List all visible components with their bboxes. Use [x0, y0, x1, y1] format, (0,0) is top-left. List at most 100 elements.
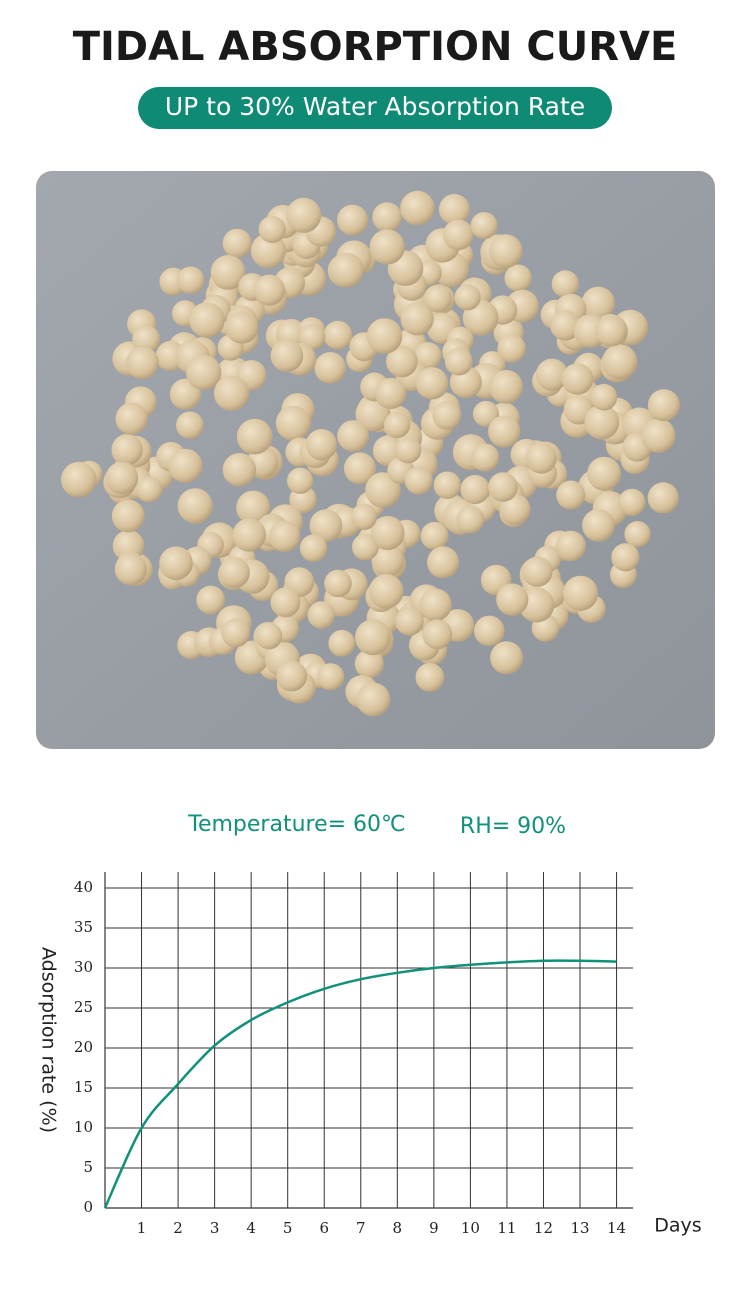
pebble	[111, 434, 143, 466]
y-axis-label: Adsorption rate (%)	[38, 947, 60, 1133]
y-tick-label: 10	[74, 1118, 93, 1136]
pebble	[647, 482, 679, 514]
pebble	[236, 490, 271, 525]
pebble	[584, 404, 620, 440]
badge-bg	[138, 87, 612, 129]
pebble	[299, 534, 328, 562]
pebble	[298, 323, 326, 351]
pebble	[210, 255, 246, 290]
pebble	[375, 377, 407, 409]
pebble	[497, 334, 526, 363]
annotation: Temperature= 60℃	[187, 812, 406, 837]
x-tick-label: 7	[356, 1219, 366, 1237]
pebble	[286, 197, 322, 233]
pebble	[337, 420, 369, 452]
pebble	[114, 553, 147, 586]
pebbles	[61, 190, 680, 717]
pebble	[159, 546, 193, 580]
pebble	[460, 474, 490, 505]
pebble	[186, 354, 222, 391]
y-tick-label: 15	[74, 1078, 93, 1096]
pebble	[189, 302, 225, 338]
pebble	[471, 443, 500, 472]
pebble	[177, 488, 213, 524]
pebble	[415, 663, 445, 692]
pebble	[444, 347, 473, 376]
x-tick-label: 8	[393, 1219, 403, 1237]
pebble	[365, 472, 401, 508]
pebble	[587, 456, 622, 491]
pebble	[253, 274, 285, 306]
pebble	[337, 204, 368, 236]
x-tick-label: 12	[534, 1219, 553, 1237]
pebble	[305, 429, 338, 461]
pebble	[488, 472, 518, 502]
pebble	[415, 367, 449, 400]
pebble	[258, 215, 286, 243]
y-tick-label: 30	[74, 958, 93, 976]
pebble	[270, 339, 304, 372]
pebble	[561, 363, 594, 395]
x-tick-label: 13	[570, 1219, 589, 1237]
pebble	[287, 467, 314, 494]
pebble	[489, 370, 523, 404]
pebble	[218, 557, 250, 589]
pebble	[433, 471, 461, 499]
x-tick-label: 9	[429, 1219, 439, 1237]
pebble	[386, 345, 418, 378]
pebble	[275, 405, 311, 441]
x-axis-label: Days	[654, 1215, 701, 1237]
pebble	[350, 503, 377, 530]
x-tick-label: 14	[607, 1219, 626, 1237]
pebble	[404, 466, 433, 495]
pebble	[400, 302, 434, 336]
pebble	[590, 383, 618, 411]
pebble	[550, 310, 581, 341]
y-tick-label: 25	[74, 998, 93, 1016]
pebble	[432, 400, 462, 430]
pebble	[328, 629, 356, 657]
page-title: TIDAL ABSORPTION CURVE	[73, 24, 678, 70]
pebble	[504, 264, 532, 292]
pebble	[225, 311, 259, 344]
pebble	[355, 619, 391, 656]
pebble	[356, 682, 391, 717]
pebble	[474, 615, 505, 647]
pebble	[456, 505, 485, 534]
pebble	[176, 411, 204, 440]
pebble	[314, 352, 347, 384]
pebble	[323, 320, 353, 350]
y-tick-label: 20	[74, 1038, 93, 1056]
pebble	[611, 543, 640, 572]
x-tick-label: 6	[319, 1219, 329, 1237]
x-tick-label: 11	[497, 1219, 516, 1237]
annotation: RH= 90%	[460, 814, 566, 839]
y-tick-label: 5	[83, 1158, 93, 1176]
pebble	[419, 588, 452, 621]
pebble	[366, 318, 403, 354]
pebble	[125, 346, 159, 380]
pebble	[394, 436, 422, 464]
pebble	[624, 521, 651, 548]
pebble	[595, 315, 627, 347]
pebble	[556, 480, 586, 510]
pebble	[438, 194, 470, 225]
pebble	[307, 601, 335, 629]
x-tick-label: 4	[246, 1219, 256, 1237]
x-tick-label: 3	[210, 1219, 220, 1237]
pebble	[213, 375, 250, 411]
pebble	[115, 402, 148, 435]
pebble	[551, 270, 579, 298]
pebble	[422, 619, 453, 650]
pebble	[324, 569, 352, 598]
pebble	[196, 585, 226, 615]
pebble	[496, 583, 529, 616]
pebble	[470, 212, 498, 239]
pebble	[400, 190, 435, 226]
badge: UP to 30% Water Absorption Rate	[165, 92, 585, 121]
pebble	[443, 219, 474, 251]
pebble	[618, 488, 646, 516]
pebble	[647, 389, 680, 422]
